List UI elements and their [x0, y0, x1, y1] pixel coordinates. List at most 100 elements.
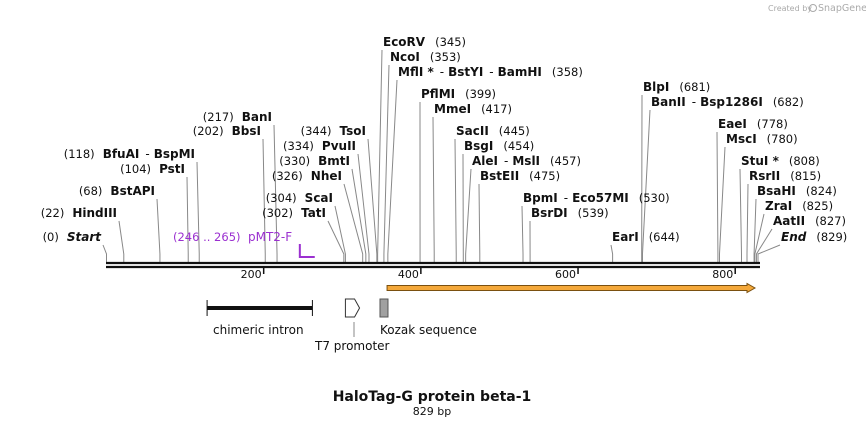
enzyme-site[interactable]: MmeI (417): [434, 102, 512, 116]
enzyme-name: EcoRV: [383, 35, 426, 49]
enzyme-position: (778): [757, 117, 788, 131]
sequence-backbone: [106, 261, 760, 269]
enzyme-label: (344) TsoI: [301, 124, 366, 138]
enzyme-site[interactable]: BanII - Bsp1286I (682): [651, 95, 804, 109]
enzyme-separator: -: [489, 65, 493, 79]
enzyme-site[interactable]: StuI * (808): [741, 154, 820, 168]
feature-orf[interactable]: [386, 282, 757, 294]
enzyme-position: (202): [193, 124, 224, 138]
enzyme-position: (475): [529, 169, 560, 183]
feature-t7-promoter[interactable]: T7 promoter: [314, 298, 390, 353]
enzyme-site[interactable]: BsrDI (539): [531, 206, 609, 220]
enzyme-site[interactable]: AatII (827): [773, 214, 846, 228]
enzyme-name: BstEII: [480, 169, 519, 183]
enzyme-name: HindIII: [72, 206, 117, 220]
enzyme-position: (330): [279, 154, 310, 168]
enzyme-name: BbsI: [232, 124, 261, 138]
enzyme-site[interactable]: MflI * - BstYI - BamHI (358): [398, 65, 583, 79]
enzyme-site[interactable]: (0) Start: [43, 230, 103, 244]
enzyme-position: (824): [806, 184, 837, 198]
feature-kozak[interactable]: Kozak sequence: [379, 298, 477, 337]
enzyme-site[interactable]: (22) HindIII: [41, 206, 117, 220]
enzyme-position: (829): [816, 230, 847, 244]
site-leader-line: [156, 198, 161, 262]
enzyme-site[interactable]: (217) BanI: [203, 110, 272, 124]
enzyme-site[interactable]: SacII (445): [456, 124, 530, 138]
enzyme-separator: -: [692, 95, 696, 109]
enzyme-site[interactable]: (334) PvuII: [283, 139, 356, 153]
enzyme-site[interactable]: MscI (780): [726, 132, 798, 146]
enzyme-site[interactable]: BsaHI (824): [757, 184, 837, 198]
enzyme-label: MflI * - BstYI - BamHI (358): [398, 65, 583, 79]
site-leader-line: [465, 168, 472, 262]
enzyme-label: BsaHI (824): [757, 184, 837, 198]
enzyme-position: (217): [203, 110, 234, 124]
enzyme-site[interactable]: End (829): [781, 230, 847, 244]
feature-label-intron: chimeric intron: [213, 323, 304, 337]
enzyme-name: BstAPI: [110, 184, 155, 198]
site-leader-line: [641, 109, 651, 262]
enzyme-site[interactable]: ZraI (825): [765, 199, 833, 213]
ruler-tick-label: 200: [241, 268, 262, 281]
enzyme-label: BpmI - Eco57MI (530): [523, 191, 670, 205]
snapgene-logo-icon: [809, 4, 817, 12]
enzyme-site[interactable]: (202) BbsI: [193, 124, 261, 138]
enzyme-label: EcoRV (345): [383, 35, 466, 49]
enzyme-site[interactable]: BpmI - Eco57MI (530): [523, 191, 670, 205]
enzyme-site[interactable]: (304) ScaI: [266, 191, 333, 205]
enzyme-site[interactable]: AleI - MslI (457): [472, 154, 581, 168]
enzyme-position: (780): [767, 132, 798, 146]
enzyme-site[interactable]: EarI (644): [612, 230, 680, 244]
feature-chimeric-intron[interactable]: chimeric intron: [206, 300, 313, 337]
enzyme-label: (302) TatI: [262, 206, 326, 220]
enzyme-name: MflI *: [398, 65, 434, 79]
enzyme-label: MscI (780): [726, 132, 798, 146]
enzyme-name: ScaI: [305, 191, 333, 205]
site-leader-line: [739, 168, 742, 262]
site-leader-line: [351, 168, 367, 262]
enzyme-name: BpmI: [523, 191, 558, 205]
site-leader-line: [118, 220, 125, 262]
enzyme-position: (827): [815, 214, 846, 228]
enzyme-labels: EcoRV (345)NcoI (353)MflI * - BstYI - BamHI (35…: [41, 35, 848, 244]
enzyme-site[interactable]: PflMI (399): [421, 87, 496, 101]
enzyme-label: BlpI (681): [643, 80, 710, 94]
enzyme-name: TsoI: [340, 124, 366, 138]
enzyme-name: MslI: [512, 154, 540, 168]
enzyme-site[interactable]: NcoI (353): [390, 50, 461, 64]
enzyme-label: (217) BanI: [203, 110, 272, 124]
enzyme-site[interactable]: BsgI (454): [464, 139, 534, 153]
primer-arrow: [298, 244, 315, 258]
promoter-arrow-icon: [344, 298, 361, 318]
ruler: 200 400 600 800: [241, 267, 736, 281]
enzyme-position: (104): [120, 162, 151, 176]
enzyme-site[interactable]: (118) BfuAI - BspMI: [64, 147, 195, 161]
enzyme-position: (454): [503, 139, 534, 153]
enzyme-site[interactable]: (104) PstI: [120, 162, 185, 176]
enzyme-site[interactable]: (344) TsoI: [301, 124, 366, 138]
site-leader-line: [753, 198, 757, 262]
enzyme-label: (330) BmtI: [279, 154, 350, 168]
enzyme-position: (358): [552, 65, 583, 79]
enzyme-name: PvuII: [322, 139, 356, 153]
primer-range: (246 .. 265): [173, 230, 241, 244]
map-length: 829 bp: [413, 405, 451, 418]
enzyme-site[interactable]: (302) TatI: [262, 206, 326, 220]
enzyme-name: NheI: [311, 169, 342, 183]
primer-pmt2-f[interactable]: (246 .. 265) pMT2-F: [173, 230, 315, 258]
enzyme-site[interactable]: (326) NheI: [272, 169, 342, 183]
enzyme-site[interactable]: BstEII (475): [480, 169, 560, 183]
site-leader-line: [718, 146, 726, 262]
enzyme-site[interactable]: (68) BstAPI: [79, 184, 155, 198]
enzyme-name: AleI: [472, 154, 498, 168]
enzyme-label: EaeI (778): [718, 117, 788, 131]
enzyme-site[interactable]: RsrII (815): [749, 169, 821, 183]
enzyme-site[interactable]: BlpI (681): [643, 80, 710, 94]
enzyme-position: (304): [266, 191, 297, 205]
enzyme-name: EarI: [612, 230, 639, 244]
site-leader-line: [186, 176, 189, 262]
enzyme-site[interactable]: EaeI (778): [718, 117, 788, 131]
enzyme-position: (68): [79, 184, 103, 198]
enzyme-site[interactable]: (330) BmtI: [279, 154, 350, 168]
enzyme-site[interactable]: EcoRV (345): [383, 35, 466, 49]
